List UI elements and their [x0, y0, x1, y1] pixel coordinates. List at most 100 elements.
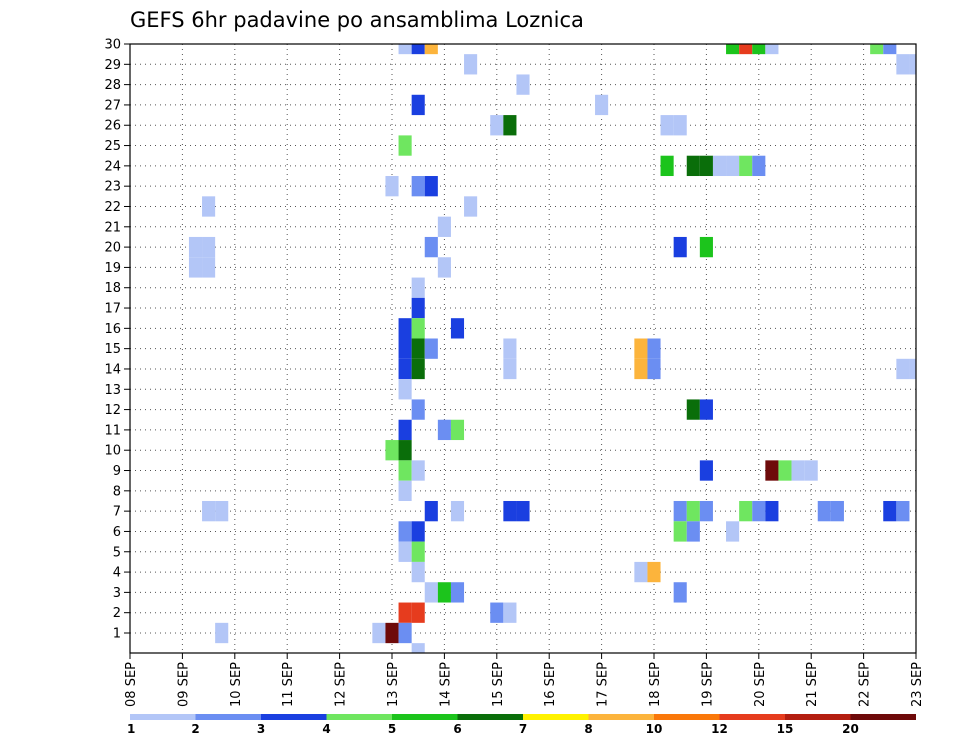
heatmap-cell: [830, 500, 844, 522]
x-tick-label: 15 SEP: [491, 662, 506, 707]
heatmap-cell: [752, 155, 766, 177]
heatmap-cell: [712, 155, 727, 177]
y-tick-label: 7: [113, 505, 121, 520]
heatmap-cell: [595, 94, 609, 116]
y-tick-label: 1: [113, 627, 121, 642]
heatmap-cell: [752, 500, 766, 522]
heatmap-cell: [424, 582, 438, 603]
heatmap-cell: [411, 44, 425, 55]
y-tick-label: 20: [104, 241, 121, 256]
heatmap-cell: [726, 155, 740, 177]
heatmap-cell: [411, 521, 425, 542]
x-tick-label: 09 SEP: [176, 662, 191, 707]
y-tick-label: 28: [104, 78, 121, 93]
x-tick-label: 23 SEP: [910, 662, 925, 707]
colorbar-swatch: [457, 714, 523, 720]
heatmap-cell: [739, 155, 753, 177]
heatmap-cell: [202, 500, 216, 522]
colorbar-swatch: [195, 714, 261, 720]
colorbar-swatch: [326, 714, 392, 720]
heatmap-cell: [202, 196, 216, 217]
y-tick-label: 12: [104, 403, 121, 418]
heatmap-cell: [765, 44, 779, 55]
colorbar-label: 15: [777, 722, 794, 736]
y-tick-label: 11: [104, 423, 121, 438]
heatmap-cell: [215, 500, 229, 522]
heatmap-cell: [437, 582, 451, 603]
heatmap-cell: [699, 236, 713, 258]
heatmap-cell: [817, 500, 831, 522]
heatmap-cell: [896, 358, 910, 380]
colorbar-label: 6: [453, 722, 461, 736]
y-tick-label: 3: [113, 586, 121, 601]
heatmap-cell: [411, 338, 425, 359]
heatmap-cell: [411, 399, 425, 420]
heatmap-cell: [516, 74, 530, 95]
heatmap-cell: [634, 561, 648, 583]
y-tick-label: 29: [104, 58, 121, 73]
heatmap-cell: [699, 155, 713, 177]
heatmap-cell: [660, 115, 674, 136]
heatmap-cell: [424, 338, 438, 359]
heatmap-cell: [647, 358, 661, 380]
heatmap-cell: [686, 521, 700, 542]
heatmap-cells: [188, 44, 916, 653]
x-tick-label: 16 SEP: [543, 662, 558, 707]
colorbar-swatch: [719, 714, 785, 720]
heatmap-cell: [765, 460, 779, 481]
heatmap-cell: [686, 399, 700, 420]
colorbar-swatch: [588, 714, 654, 720]
y-tick-label: 13: [104, 383, 121, 398]
y-tick-label: 16: [104, 322, 121, 337]
heatmap-cell: [398, 480, 412, 501]
heatmap-cell: [450, 419, 465, 441]
heatmap-cell: [870, 44, 884, 55]
x-tick-label: 13 SEP: [386, 662, 401, 707]
colorbar-label: 2: [191, 722, 199, 736]
heatmap-cell: [437, 216, 451, 237]
heatmap-cell: [909, 54, 916, 75]
heatmap-cell: [503, 602, 517, 623]
heatmap-cell: [424, 236, 438, 258]
heatmap-cell: [450, 582, 465, 603]
heatmap-cell: [464, 196, 478, 217]
heatmap-cell: [726, 44, 740, 55]
heatmap-cell: [411, 277, 425, 298]
heatmap-cell: [896, 54, 910, 75]
colorbar-swatch: [654, 714, 720, 720]
heatmap-cell: [411, 297, 425, 319]
colorbar-label: 12: [711, 722, 728, 736]
colorbar-swatch: [261, 714, 327, 720]
heatmap-cell: [398, 521, 412, 542]
y-tick-label: 14: [104, 362, 121, 377]
heatmap-cell: [411, 460, 425, 481]
heatmap-cell: [437, 419, 451, 441]
y-tick-label: 4: [113, 566, 121, 581]
y-tick-label: 19: [104, 261, 121, 276]
heatmap-cell: [503, 115, 517, 136]
x-tick-label: 21 SEP: [805, 662, 820, 707]
x-tick-label: 11 SEP: [281, 662, 296, 707]
y-tick-label: 6: [113, 525, 121, 540]
colorbar-label: 1: [127, 722, 135, 736]
x-axis-ticks: 08 SEP 09 SEP 10 SEP 11 SEP 12 SEP 13 SEP 14 S…: [124, 653, 925, 707]
heatmap-cell: [647, 561, 661, 583]
y-tick-label: 25: [104, 139, 121, 154]
heatmap-cell: [634, 338, 648, 359]
heatmap-cell: [726, 521, 740, 542]
heatmap-cell: [385, 176, 399, 197]
y-tick-label: 30: [104, 38, 121, 53]
heatmap-cell: [503, 358, 517, 380]
heatmap-cell: [503, 500, 517, 522]
y-tick-label: 21: [104, 220, 121, 235]
heatmap-cell: [660, 155, 674, 177]
heatmap-cell: [883, 500, 897, 522]
heatmap-cell: [424, 44, 438, 55]
y-tick-label: 22: [104, 200, 121, 215]
colorbar-label: 5: [388, 722, 396, 736]
y-axis-ticks: 1234567891011121314151617181920212223242…: [104, 38, 130, 642]
heatmap-cell: [673, 582, 687, 603]
y-tick-label: 17: [104, 302, 121, 317]
heatmap-cell: [411, 602, 425, 623]
heatmap-cell: [673, 500, 687, 522]
